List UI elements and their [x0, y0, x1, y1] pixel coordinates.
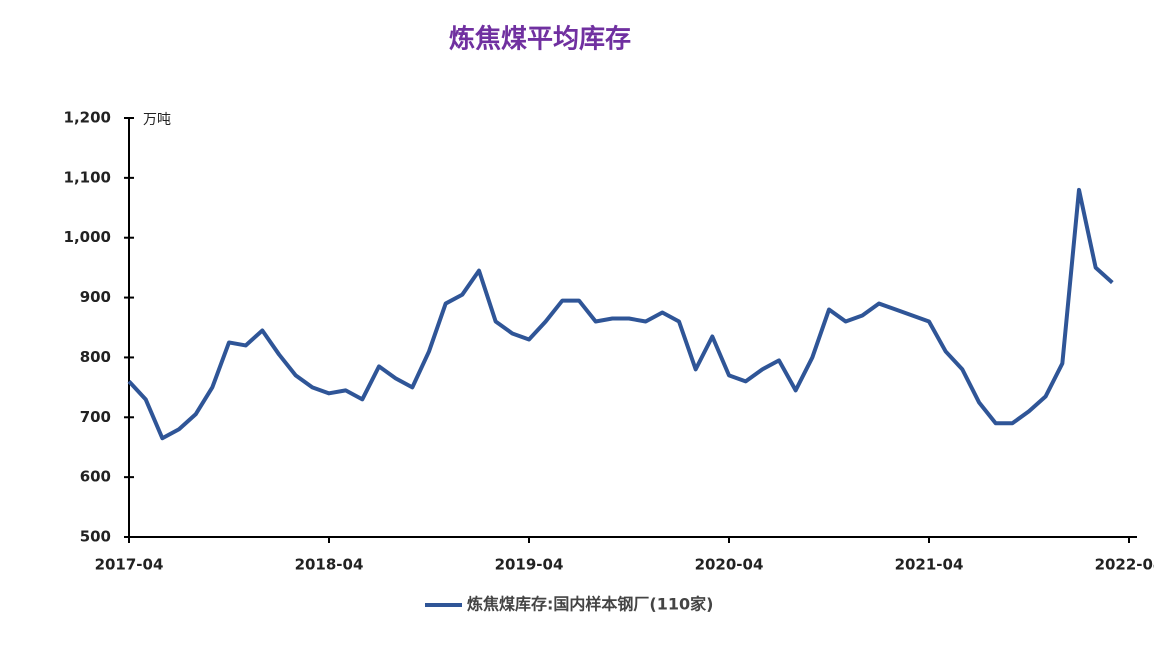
x-tick-label: 2021-04: [895, 556, 964, 574]
x-tick-label: 2018-04: [295, 556, 364, 574]
x-tick-label: 2022-04: [1095, 556, 1154, 574]
chart-title: 炼焦煤平均库存: [449, 24, 631, 55]
unit-label: 万吨: [143, 112, 171, 128]
y-tick-label: 1,000: [64, 228, 111, 246]
legend-label: 炼焦煤库存:国内样本钢厂(110家): [467, 595, 713, 614]
y-tick-label: 800: [80, 348, 111, 366]
y-tick-label: 900: [80, 288, 111, 306]
y-tick-label: 700: [80, 408, 111, 426]
y-tick-label: 500: [80, 528, 111, 546]
y-tick-label: 1,200: [64, 109, 111, 127]
x-tick-label: 2017-04: [95, 556, 164, 574]
y-tick-label: 600: [80, 468, 111, 486]
data-line: [127, 187, 1114, 441]
x-tick-label: 2020-04: [695, 556, 764, 574]
x-tick-label: 2019-04: [495, 556, 564, 574]
y-tick-label: 1,100: [64, 168, 111, 186]
